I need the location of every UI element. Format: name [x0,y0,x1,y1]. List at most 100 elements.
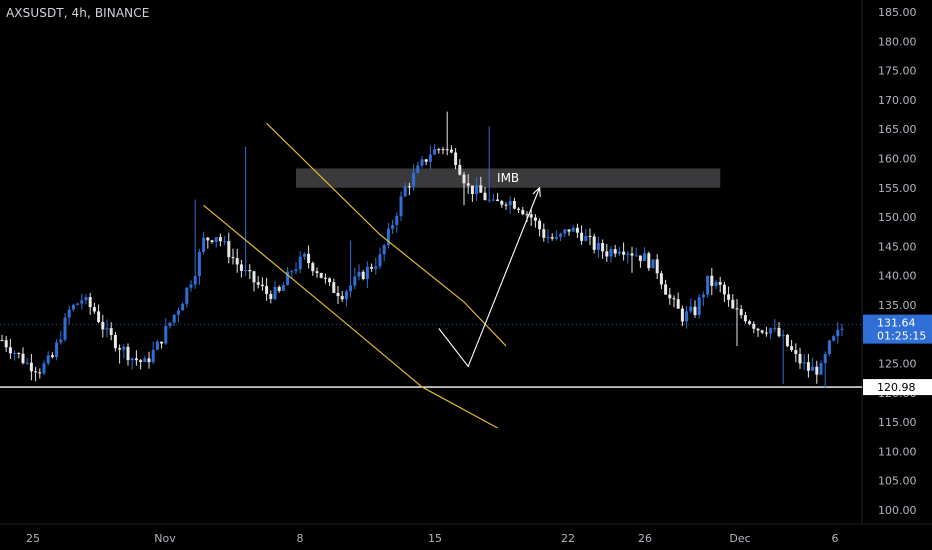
candle-body [517,208,521,210]
y-tick-label: 155.00 [878,182,917,195]
candle-body [323,277,327,279]
candle-body [407,186,411,188]
y-tick-label: 100.00 [878,504,917,517]
candle-body [672,298,676,300]
candle-body [798,353,802,364]
candle-body [281,285,285,291]
candle-body [84,297,88,301]
candle-body [554,236,558,239]
y-tick-label: 110.00 [878,445,917,458]
candle-body [395,216,399,226]
candle-body [613,249,617,254]
candle-body [479,185,483,193]
candle-body [164,326,168,344]
candle-body [727,294,731,300]
candle-body [21,353,25,364]
projection-arrowhead [532,186,541,197]
candle-body [764,332,768,334]
candle-body [307,253,311,264]
candle-body [785,334,789,347]
candle-body [214,237,218,242]
time-axis[interactable]: 25 Nov 8 15 22 26 Dec 6 [26,532,839,545]
candle-body [80,300,84,304]
candle-body [353,276,357,286]
candle-body [819,363,823,375]
candle-body [605,251,609,257]
candle-body [827,340,831,354]
candle-body [349,285,353,292]
candle-body [794,350,798,354]
candle-body [462,174,466,184]
candle-body [256,282,260,285]
candle-body [92,306,96,312]
candle-body [525,214,529,216]
candle-body [790,346,794,351]
candle-body [475,185,479,195]
candle-body [336,292,340,297]
candle-body [46,355,50,364]
candle-body [260,284,264,287]
candle-body [437,149,441,151]
candle-body [718,282,722,285]
candle-body [67,309,71,318]
y-tick-label: 150.00 [878,211,917,224]
y-tick-label: 145.00 [878,240,917,253]
candle-body [508,201,512,206]
x-tick-label: 25 [26,532,40,545]
candle-body [659,273,663,285]
candle-body [512,201,516,209]
candle-body [29,362,33,372]
candle-body [290,271,294,273]
candle-body [596,243,600,250]
candle-body [630,253,634,256]
candle-body [193,276,197,285]
candle-body [601,243,605,252]
candle-body [315,271,319,274]
candle-body [550,237,554,239]
candle-body [449,149,453,153]
candle-body [752,323,756,329]
candle-body [302,253,306,257]
imbalance-zone[interactable]: IMB [296,168,721,188]
candle-body [626,253,630,255]
candle-body [168,322,172,327]
candle-body [0,340,4,342]
candle-body [374,266,378,269]
candle-body [235,258,239,265]
candle-body [428,154,432,162]
x-tick-label: 8 [297,532,304,545]
candle-body [559,233,563,237]
y-tick-label: 175.00 [878,65,917,78]
support-line[interactable] [0,324,862,388]
candle-body [344,291,348,300]
symbol-title: AXSUSDT, 4h, BINANCE [6,6,150,20]
imbalance-box [296,168,721,188]
support-price-label: 120.98 [877,381,916,394]
candle-body [365,266,369,280]
candle-body [806,362,810,371]
candle-body [710,275,714,286]
candle-body [664,284,668,295]
candle-body [34,371,38,373]
candle-body [735,308,739,310]
candle-body [466,183,470,186]
support-price-tag [863,379,932,396]
y-tick-label: 160.00 [878,152,917,165]
y-tick-label: 105.00 [878,475,917,488]
projection-path[interactable] [438,186,541,368]
candle-body [643,253,647,261]
candle-body [8,347,12,354]
y-tick-label: 165.00 [878,123,917,136]
candle-body [88,297,92,307]
current-price-label: 131.64 [877,317,916,330]
candle-body [680,308,684,322]
candle-body [227,241,231,258]
candle-body [378,254,382,267]
candle-body [546,237,550,239]
x-tick-label: 15 [428,532,442,545]
y-tick-label: 180.00 [878,35,917,48]
candle-body [836,329,840,337]
